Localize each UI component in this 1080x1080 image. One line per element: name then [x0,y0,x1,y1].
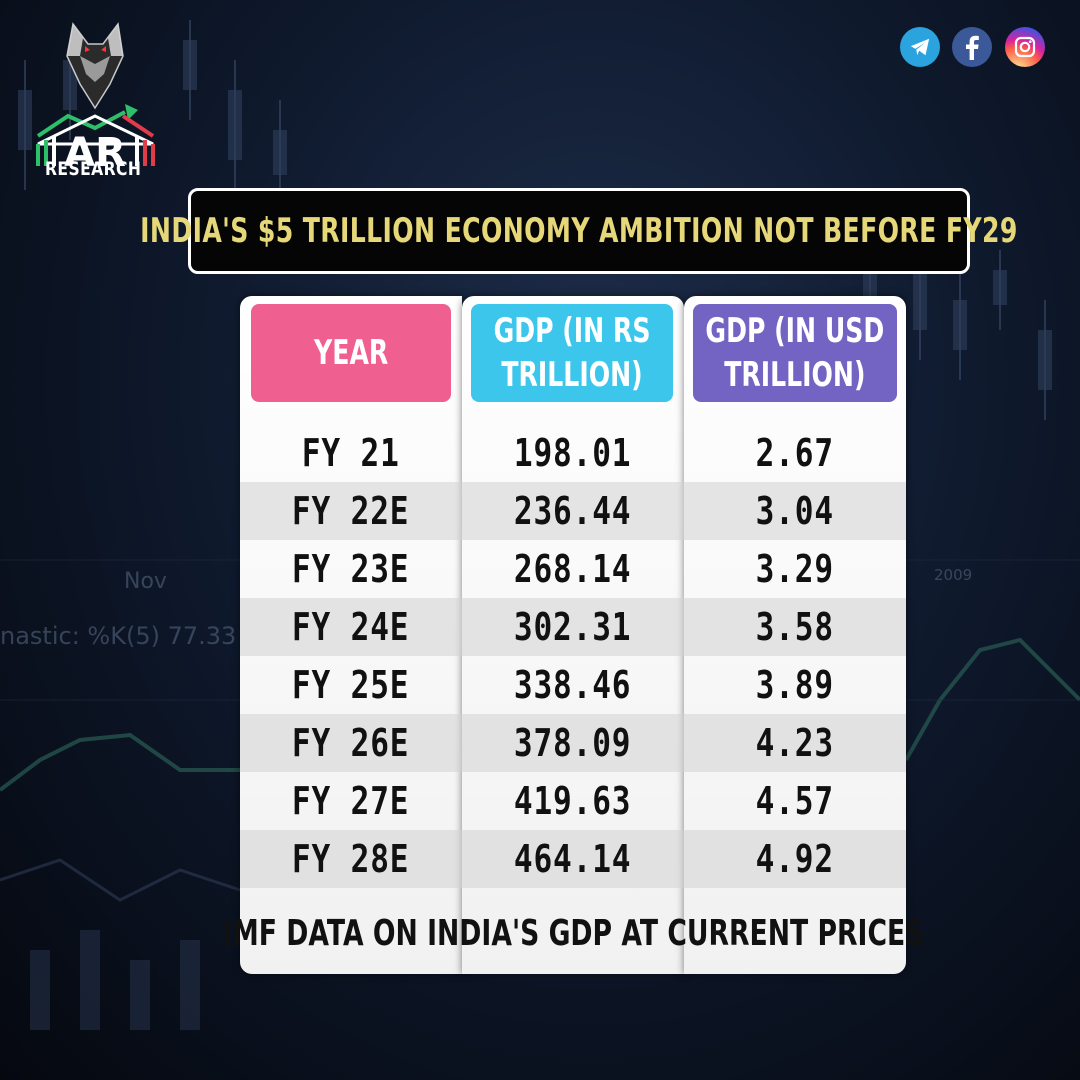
table-caption: IMF DATA ON INDIA'S GDP AT CURRENT PRICE… [222,896,924,970]
cell-year: FY 26E [240,714,462,772]
cell-gdp-rs-value: 338.46 [514,663,632,707]
facebook-f-glyph [966,35,979,60]
cell-gdp-usd: 2.67 [684,424,906,482]
cell-gdp-rs-value: 419.63 [514,779,632,823]
cell-gdp-usd-value: 3.04 [755,489,835,533]
chart-title: INDIA'S $5 TRILLION ECONOMY AMBITION NOT… [140,211,1018,251]
cell-year-value: FY 22E [292,489,410,533]
cell-gdp-rs-value: 464.14 [514,837,632,881]
table-caption-text: IMF DATA ON INDIA'S GDP AT CURRENT PRICE… [221,912,925,954]
cell-gdp-usd-value: 4.57 [755,779,835,823]
cell-year-value: FY 26E [292,721,410,765]
cell-gdp-usd-value: 2.67 [755,431,835,475]
cell-gdp-rs: 198.01 [462,424,684,482]
wolf-logo: AR [36,22,155,176]
telegram-plane-glyph [910,38,930,56]
cell-year-value: FY 24E [292,605,410,649]
cell-gdp-rs-value: 268.14 [514,547,632,591]
header-gdp-usd-label: GDP (IN USD TRILLION) [706,309,885,397]
cell-gdp-rs-value: 302.31 [514,605,632,649]
cell-gdp-usd: 3.89 [684,656,906,714]
cell-gdp-usd-value: 4.23 [755,721,835,765]
telegram-icon[interactable] [900,27,940,67]
cell-year: FY 25E [240,656,462,714]
header-year: YEAR [251,304,451,402]
cell-gdp-rs: 464.14 [462,830,684,888]
table-row-stripe [240,598,906,656]
cell-gdp-usd: 3.04 [684,482,906,540]
cell-gdp-usd: 3.58 [684,598,906,656]
instagram-camera-glyph [1014,36,1036,58]
cell-gdp-usd-value: 3.29 [755,547,835,591]
svg-text:AR: AR [64,130,126,176]
header-gdp-rs-line2: TRILLION) [501,355,643,395]
cell-gdp-rs-value: 378.09 [514,721,632,765]
cell-gdp-usd: 4.57 [684,772,906,830]
cell-year: FY 24E [240,598,462,656]
table-row-stripe [240,714,906,772]
background-label-stochastic: nastic: %K(5) 77.33 [0,622,237,650]
cell-year: FY 21 [240,424,462,482]
cell-year: FY 22E [240,482,462,540]
cell-gdp-rs: 378.09 [462,714,684,772]
header-gdp-rs-line1: GDP (IN RS [493,311,651,351]
header-year-label: YEAR [313,333,389,373]
cell-gdp-usd-value: 4.92 [755,837,835,881]
chart-title-box: INDIA'S $5 TRILLION ECONOMY AMBITION NOT… [140,188,1017,274]
cell-gdp-rs: 338.46 [462,656,684,714]
table-row-stripe [240,830,906,888]
cell-year-value: FY 25E [292,663,410,707]
cell-gdp-rs: 419.63 [462,772,684,830]
header-gdp-usd-line1: GDP (IN USD [705,311,885,351]
cell-gdp-rs-value: 198.01 [514,431,632,475]
cell-year: FY 27E [240,772,462,830]
cell-gdp-rs: 236.44 [462,482,684,540]
cell-gdp-rs-value: 236.44 [514,489,632,533]
cell-year-value: FY 28E [292,837,410,881]
cell-gdp-usd: 4.92 [684,830,906,888]
cell-gdp-rs: 268.14 [462,540,684,598]
header-gdp-rs: GDP (IN RS TRILLION) [471,304,673,402]
cell-gdp-usd: 3.29 [684,540,906,598]
cell-year: FY 28E [240,830,462,888]
cell-year: FY 23E [240,540,462,598]
cell-gdp-rs: 302.31 [462,598,684,656]
cell-gdp-usd-value: 3.89 [755,663,835,707]
instagram-icon[interactable] [1005,27,1045,67]
header-gdp-rs-label: GDP (IN RS TRILLION) [494,309,651,397]
background-label-nov: Nov [124,569,167,594]
table-row-stripe [240,482,906,540]
background-label-year: 2009 [934,566,973,584]
cell-year-value: FY 27E [292,779,410,823]
cell-gdp-usd-value: 3.58 [755,605,835,649]
header-gdp-usd-line2: TRILLION) [724,355,866,395]
cell-year-value: FY 21 [302,431,400,475]
cell-gdp-usd: 4.23 [684,714,906,772]
logo-brand-name: RESEARCH [45,158,142,180]
cell-year-value: FY 23E [292,547,410,591]
header-gdp-usd: GDP (IN USD TRILLION) [693,304,897,402]
facebook-icon[interactable] [952,27,992,67]
